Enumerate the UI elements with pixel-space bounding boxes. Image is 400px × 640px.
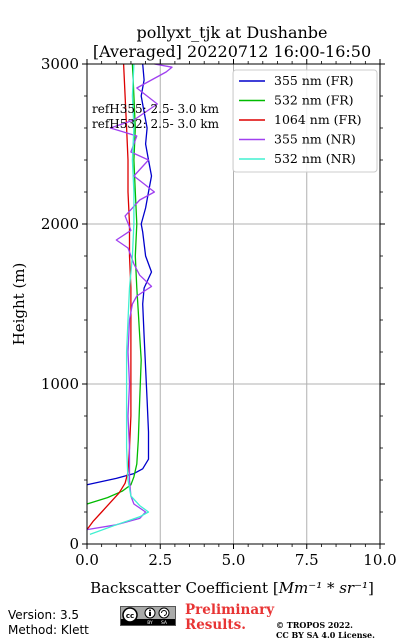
copyright-line2: CC BY SA 4.0 License. — [276, 630, 375, 640]
annotation-refh532: refH532: 2.5- 3.0 km — [92, 117, 220, 131]
x-tick-label: 10.0 — [363, 551, 396, 569]
series-line-4 — [89, 63, 150, 536]
legend-label: 532 nm (NR) — [274, 151, 356, 166]
series-line-0 — [86, 63, 153, 486]
copyright-notice: © TROPOS 2022. CC BY SA 4.0 License. — [276, 620, 375, 640]
preliminary-results-text: Preliminary Results. — [185, 603, 274, 633]
legend-label: 1064 nm (FR) — [274, 112, 362, 127]
legend: 355 nm (FR) 532 nm (FR) 1064 nm (FR) 355 nm… — [232, 69, 378, 173]
svg-text:BY: BY — [147, 620, 153, 625]
annotation-refh355: refH355: 2.5- 3.0 km — [92, 102, 220, 116]
method-text: Method: Klett — [8, 623, 89, 637]
y-tick-label: 2000 — [41, 215, 79, 233]
chart-title-line1: pollyxt_tjk at Dushanbe — [136, 23, 327, 42]
x-axis-label: Backscatter Coefficient [Mm⁻¹ * sr⁻¹] — [90, 579, 374, 597]
y-tick-label: 3000 — [41, 55, 79, 73]
legend-label: 355 nm (FR) — [274, 73, 354, 88]
copyright-line1: © TROPOS 2022. — [276, 620, 353, 630]
preliminary-line2: Results. — [185, 617, 246, 633]
x-tick-label: 2.5 — [148, 551, 172, 569]
y-tick-label: 1000 — [41, 375, 79, 393]
series-line-3 — [86, 63, 173, 531]
version-text: Version: 3.5 — [8, 608, 80, 622]
cc-by-sa-badge-icon: cc BY SA — [120, 606, 176, 626]
chart-title-line2: [Averaged] 20220712 16:00-16:50 — [93, 42, 371, 61]
svg-text:cc: cc — [126, 612, 134, 620]
axis-ticks: 0.0 2.5 5.0 7.5 10.0 0 1000 2000 3000 — [41, 55, 397, 569]
legend-label: 355 nm (NR) — [274, 132, 356, 147]
x-tick-label: 5.0 — [222, 551, 246, 569]
preliminary-line1: Preliminary — [185, 602, 275, 618]
series-line-2 — [86, 63, 132, 530]
y-tick-label: 0 — [69, 535, 79, 553]
series-lines — [86, 63, 173, 536]
x-tick-label: 0.0 — [75, 551, 99, 569]
legend-label: 532 nm (FR) — [274, 93, 354, 108]
svg-text:SA: SA — [161, 620, 168, 625]
y-axis-label: Height (m) — [10, 263, 28, 346]
series-line-1 — [86, 63, 142, 505]
x-tick-label: 7.5 — [295, 551, 319, 569]
legend-box — [232, 69, 378, 173]
